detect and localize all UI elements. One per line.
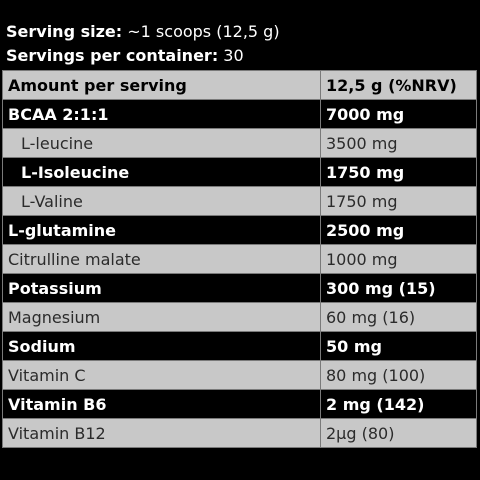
ingredient-name: L-glutamine bbox=[2, 215, 321, 245]
table-row: L-leucine 3500 mg bbox=[2, 128, 477, 158]
ingredient-amount: 2µg (80) bbox=[320, 418, 477, 448]
serving-size-line: Serving size: ~1 scoops (12,5 g) bbox=[6, 22, 280, 42]
table-row: L-Valine 1750 mg bbox=[2, 186, 477, 216]
ingredient-name: Sodium bbox=[2, 331, 321, 361]
ingredient-amount: 1000 mg bbox=[320, 244, 477, 274]
table-row: L-glutamine 2500 mg bbox=[2, 215, 477, 245]
servings-per-container-value: 30 bbox=[218, 46, 244, 65]
ingredient-amount: 3500 mg bbox=[320, 128, 477, 158]
ingredient-name: L-leucine bbox=[2, 128, 321, 158]
table-row: Vitamin B6 2 mg (142) bbox=[2, 389, 477, 419]
ingredient-amount: 60 mg (16) bbox=[320, 302, 477, 332]
ingredient-name: Citrulline malate bbox=[2, 244, 321, 274]
ingredient-name: L-Valine bbox=[2, 186, 321, 216]
ingredient-amount: 2500 mg bbox=[320, 215, 477, 245]
servings-per-container-label: Servings per container: bbox=[6, 46, 219, 65]
header-serving-nrv: 12,5 g (%NRV) bbox=[320, 70, 477, 100]
serving-size-label: Serving size: bbox=[6, 22, 123, 41]
nutrition-facts-table: Amount per serving 12,5 g (%NRV) BCAA 2:… bbox=[2, 70, 477, 448]
ingredient-name: L-Isoleucine bbox=[2, 157, 321, 187]
ingredient-amount: 2 mg (142) bbox=[320, 389, 477, 419]
table-header-row: Amount per serving 12,5 g (%NRV) bbox=[2, 70, 477, 100]
ingredient-amount: 80 mg (100) bbox=[320, 360, 477, 390]
table-row: BCAA 2:1:1 7000 mg bbox=[2, 99, 477, 129]
serving-size-value: ~1 scoops (12,5 g) bbox=[122, 22, 280, 41]
ingredient-name: Vitamin B12 bbox=[2, 418, 321, 448]
header-amount-per-serving: Amount per serving bbox=[2, 70, 321, 100]
ingredient-amount: 7000 mg bbox=[320, 99, 477, 129]
ingredient-name: Potassium bbox=[2, 273, 321, 303]
ingredient-amount: 1750 mg bbox=[320, 157, 477, 187]
ingredient-amount: 300 mg (15) bbox=[320, 273, 477, 303]
table-row: Vitamin B12 2µg (80) bbox=[2, 418, 477, 448]
ingredient-name: Vitamin C bbox=[2, 360, 321, 390]
servings-per-container-line: Servings per container: 30 bbox=[6, 46, 244, 66]
table-row: Sodium 50 mg bbox=[2, 331, 477, 361]
ingredient-name: Magnesium bbox=[2, 302, 321, 332]
ingredient-name: Vitamin B6 bbox=[2, 389, 321, 419]
table-row: Magnesium 60 mg (16) bbox=[2, 302, 477, 332]
table-row: Potassium 300 mg (15) bbox=[2, 273, 477, 303]
ingredient-amount: 50 mg bbox=[320, 331, 477, 361]
ingredient-amount: 1750 mg bbox=[320, 186, 477, 216]
table-row: L-Isoleucine 1750 mg bbox=[2, 157, 477, 187]
table-row: Citrulline malate 1000 mg bbox=[2, 244, 477, 274]
ingredient-name: BCAA 2:1:1 bbox=[2, 99, 321, 129]
table-row: Vitamin C 80 mg (100) bbox=[2, 360, 477, 390]
